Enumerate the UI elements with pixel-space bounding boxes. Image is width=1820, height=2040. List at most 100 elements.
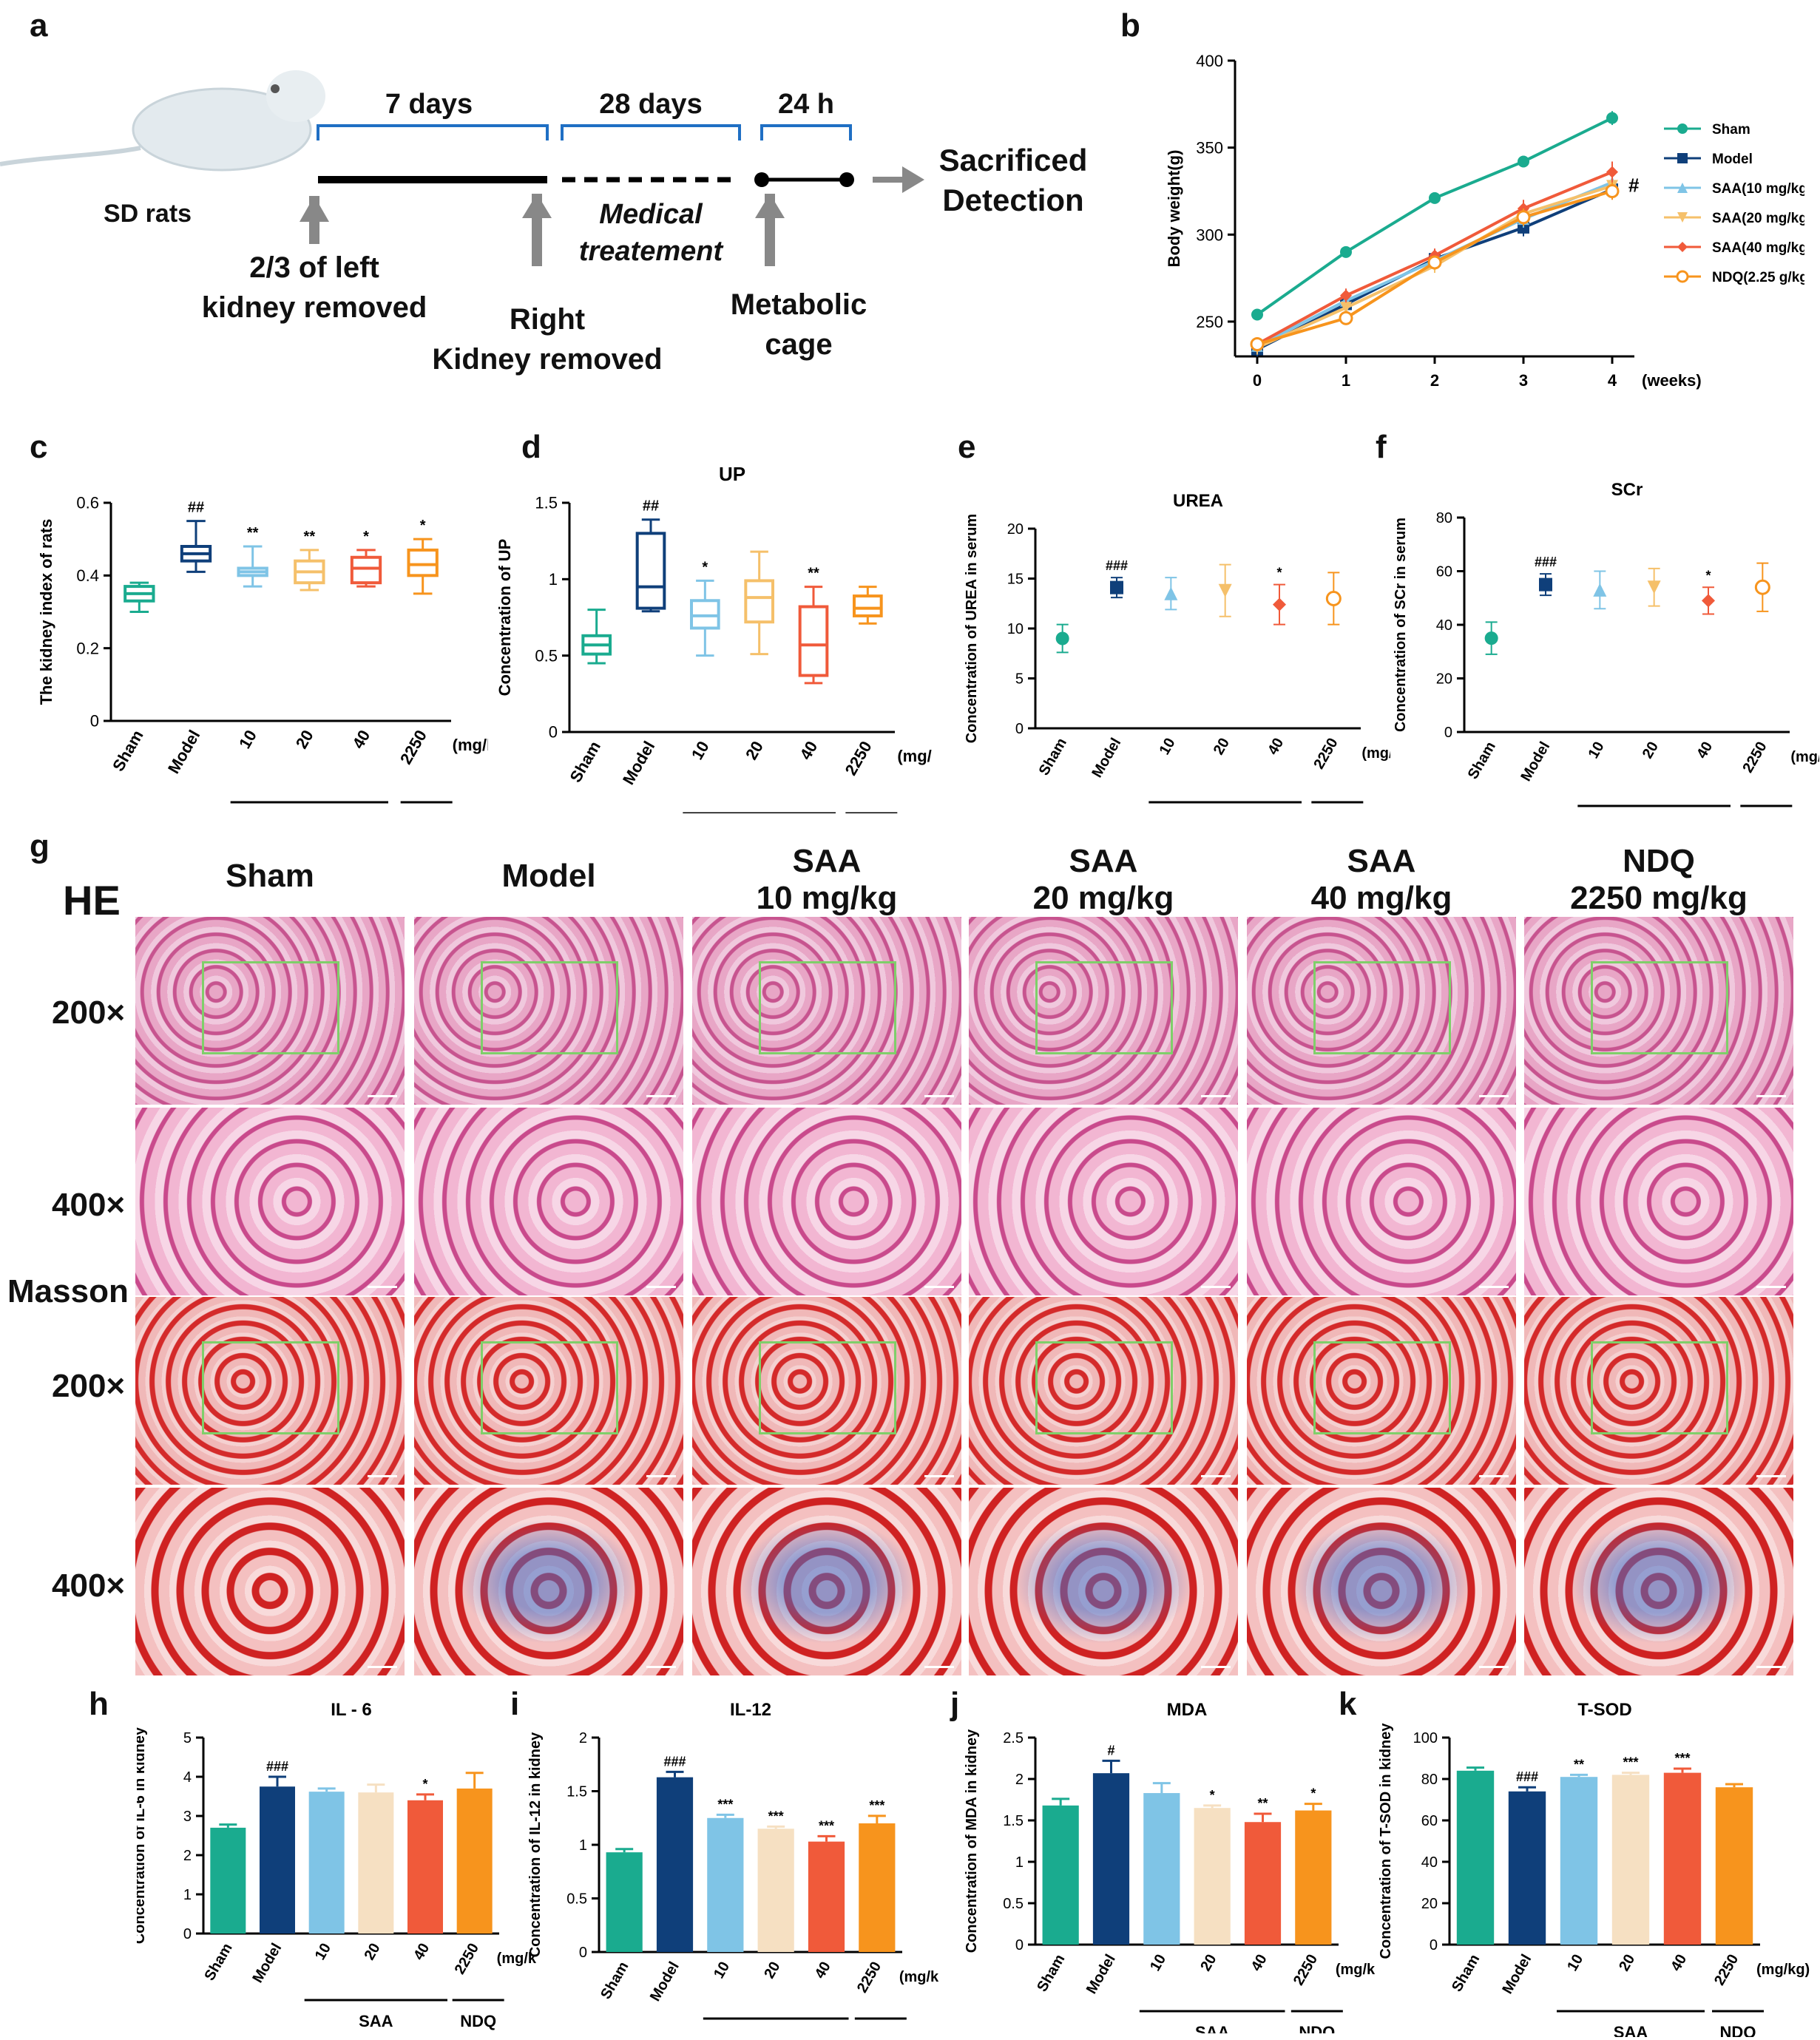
y-tick-label: 0: [579, 1945, 587, 1961]
stain-masson-label: Masson: [7, 1273, 129, 1309]
x-tick-label: 10: [1585, 739, 1607, 762]
chart-title: IL - 6: [331, 1700, 372, 1720]
legend-label: SAA(40 mg/kg): [1712, 240, 1804, 256]
y-tick-label: 20: [1421, 1896, 1438, 1912]
scale-bar: [1479, 1286, 1509, 1288]
unit-label: (mg/kg): [897, 747, 932, 765]
bar: [1560, 1777, 1598, 1945]
x-tick-label: Sham: [1034, 1952, 1068, 1995]
metabolic-line2: cage: [765, 328, 833, 361]
data-point: [1606, 112, 1618, 124]
x-tick-label: Model: [1089, 736, 1124, 781]
data-point: [1340, 302, 1352, 314]
data-point: [1427, 255, 1442, 270]
y-tick-label: 0.2: [76, 639, 99, 657]
masson-200x-image: [1247, 1297, 1516, 1485]
data-point: [1484, 631, 1498, 645]
x-tick-label: 10: [235, 727, 260, 752]
column-header-line2: 2250 mg/kg: [1570, 880, 1748, 916]
x-tick-label: 2250: [1310, 736, 1341, 773]
zoom-region-box: [1591, 961, 1728, 1054]
he-400x-image: [135, 1108, 405, 1295]
x-tick-label: Model: [1083, 1952, 1119, 1997]
y-axis-label: Concentration of IL-12 in kidney: [527, 1732, 544, 1957]
y-tick-label: 1: [1015, 1854, 1024, 1871]
legend-label: SAA(20 mg/kg): [1712, 211, 1804, 226]
x-tick-label: Sham: [566, 738, 604, 785]
y-tick-label: 2: [579, 1730, 587, 1746]
scale-bar: [1201, 1475, 1231, 1477]
he-400x-image: [1524, 1108, 1793, 1295]
scale-bar: [924, 1286, 954, 1288]
bar: [757, 1829, 794, 1952]
scale-bar: [368, 1095, 397, 1097]
x-tick-label: 40: [1248, 1952, 1271, 1974]
histology-column-header: Sham: [121, 858, 419, 895]
saa-group-label: SAA: [1195, 2023, 1230, 2033]
step-left-kidney-line2: kidney removed: [201, 291, 427, 324]
x-tick-label: 20: [292, 727, 317, 752]
zoom-region-box: [202, 961, 339, 1054]
histology-column-header: Model: [399, 858, 698, 895]
scale-bar: [1756, 1475, 1786, 1477]
bar: [358, 1792, 394, 1934]
bar: [707, 1817, 744, 1952]
metabolic-line1: Metabolic: [730, 288, 867, 321]
he-400x-image: [692, 1108, 961, 1295]
masson-200x-image: [414, 1297, 683, 1485]
scale-bar: [1201, 1095, 1231, 1097]
legend-label: Model: [1712, 152, 1753, 167]
x-tick-label: Sham: [598, 1959, 632, 2002]
bar: [210, 1827, 246, 1934]
y-axis-label: The kidney index of rats: [37, 519, 55, 705]
duration-7-days: 7 days: [385, 89, 473, 120]
significance-label: *: [422, 1777, 427, 1792]
he-200x-image: [414, 917, 683, 1105]
saa-group-label: SAA: [1614, 2023, 1648, 2037]
legend-label: Sham: [1712, 122, 1750, 138]
y-tick-label: 20: [1436, 671, 1452, 688]
significance-label: ***: [1674, 1751, 1690, 1766]
column-header-line1: Sham: [226, 858, 314, 894]
panel-label-c: c: [30, 429, 48, 465]
significance-label: ###: [663, 1754, 686, 1769]
scale-bar: [1756, 1095, 1786, 1097]
unit-label: (mg/kg): [497, 1951, 536, 1967]
masson-200x-image: [969, 1297, 1238, 1485]
significance-label: *: [363, 529, 369, 545]
scale-bar: [646, 1095, 676, 1097]
significance-label: **: [1257, 1796, 1268, 1811]
he-400x-image: [969, 1108, 1238, 1295]
box-body: [635, 532, 666, 610]
step-metabolic-cage: Metabolic cage: [703, 285, 895, 365]
y-tick-label: 80: [1436, 510, 1452, 526]
zoom-region-box: [759, 961, 896, 1054]
significance-label: ***: [869, 1798, 884, 1813]
bar: [1143, 1793, 1180, 1945]
he-200x-image: [1524, 917, 1793, 1105]
unit-label: (mg/kg): [1336, 1962, 1376, 1978]
x-tick-label: 10: [312, 1941, 334, 1963]
unit-label: (mg/kg): [453, 736, 488, 754]
histology-column-header: SAA 40 mg/kg: [1232, 843, 1531, 917]
x-tick-label: Model: [249, 1941, 285, 1986]
ndq-group-label: NDQ: [1299, 2023, 1335, 2033]
x-tick-label: 20: [1211, 736, 1233, 758]
x-tick-label: Model: [1518, 739, 1553, 785]
bar: [859, 1823, 896, 1952]
panel-label-f: f: [1376, 429, 1387, 465]
data-point: [1539, 577, 1552, 592]
x-tick-label: 40: [410, 1941, 433, 1963]
duration-28-days: 28 days: [599, 89, 703, 120]
chart-title: T-SOD: [1577, 1700, 1631, 1720]
x-tick-label: 2250: [842, 738, 876, 779]
y-tick-label: 0: [90, 712, 99, 731]
chart-title: MDA: [1167, 1700, 1208, 1720]
significance-label: ###: [266, 1759, 288, 1774]
y-tick-label: 1.5: [566, 1784, 587, 1800]
bar: [1295, 1810, 1332, 1945]
significance-label: ***: [819, 1818, 834, 1833]
column-header-line1: Model: [501, 858, 596, 894]
